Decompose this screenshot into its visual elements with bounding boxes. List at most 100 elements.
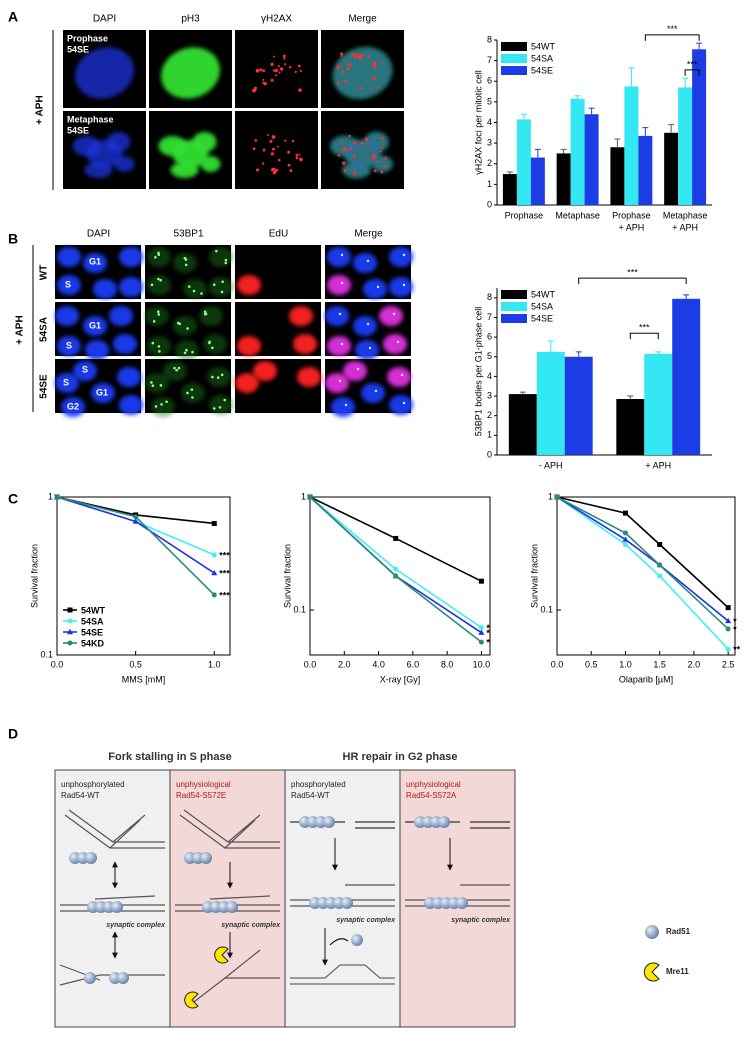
foci bbox=[185, 348, 188, 352]
legend-marker bbox=[67, 607, 73, 613]
foci bbox=[259, 68, 263, 72]
error-bar bbox=[696, 42, 703, 50]
foci bbox=[344, 403, 348, 407]
plot-frame bbox=[556, 496, 736, 656]
x-tick-label: - APH bbox=[539, 460, 563, 470]
column-label: phosphorylated bbox=[291, 780, 346, 789]
y-tick-label: 6 bbox=[487, 76, 492, 86]
nucleus bbox=[383, 334, 407, 354]
foci bbox=[341, 70, 345, 74]
foci bbox=[374, 389, 378, 393]
foci bbox=[340, 54, 343, 57]
foci bbox=[212, 283, 216, 287]
foci bbox=[269, 139, 273, 143]
nucleus bbox=[387, 367, 411, 387]
series-line bbox=[309, 496, 482, 634]
cell-label: S bbox=[66, 340, 72, 350]
x-tick-label: 0.5 bbox=[585, 659, 598, 669]
foci bbox=[336, 65, 340, 69]
legend-label: 54KD bbox=[81, 638, 105, 648]
foci bbox=[379, 150, 382, 153]
error-bar bbox=[534, 148, 541, 158]
foci bbox=[336, 81, 340, 85]
point bbox=[54, 494, 60, 500]
error-bar bbox=[614, 138, 621, 148]
bar bbox=[516, 119, 531, 205]
nucleus bbox=[331, 397, 355, 417]
significance-bracket bbox=[644, 34, 700, 41]
y-tick-label: 4 bbox=[487, 117, 492, 127]
nucleus bbox=[85, 340, 109, 360]
point bbox=[211, 520, 217, 526]
x-tick-label: 2.0 bbox=[688, 659, 701, 669]
y-tick-label: 1 bbox=[548, 491, 553, 501]
point bbox=[307, 494, 313, 500]
significance-label: * bbox=[486, 628, 490, 638]
foci bbox=[270, 62, 274, 67]
foci bbox=[381, 136, 384, 140]
error-bar bbox=[560, 148, 567, 154]
foci bbox=[377, 85, 381, 88]
foci bbox=[353, 54, 358, 58]
point bbox=[622, 530, 628, 536]
chromosomes bbox=[200, 156, 221, 172]
foci bbox=[177, 366, 181, 370]
row-label: 54SE bbox=[67, 125, 89, 135]
point bbox=[725, 646, 731, 652]
chromosomes bbox=[170, 162, 199, 178]
nucleus bbox=[209, 277, 233, 297]
foci bbox=[190, 388, 194, 391]
point bbox=[725, 617, 732, 624]
plot-frame bbox=[56, 496, 231, 656]
x-tick-label: 0.0 bbox=[51, 659, 64, 669]
rad51 bbox=[438, 816, 450, 828]
series-line bbox=[309, 496, 482, 629]
foci bbox=[203, 310, 207, 314]
foci bbox=[150, 283, 154, 287]
legend-label: 54SE bbox=[531, 313, 553, 323]
point bbox=[478, 639, 484, 645]
x-axis-label: MMS [mM] bbox=[122, 674, 166, 684]
row-label: Metaphase bbox=[67, 114, 114, 124]
x-tick-label: 1.0 bbox=[208, 659, 221, 669]
legend-label: 54WT bbox=[531, 289, 556, 299]
point bbox=[393, 566, 399, 572]
nucleus bbox=[57, 336, 81, 356]
nucleus bbox=[93, 279, 117, 299]
foci bbox=[284, 63, 287, 66]
foci bbox=[191, 350, 194, 354]
foci bbox=[154, 255, 157, 259]
foci bbox=[220, 373, 224, 377]
foci bbox=[283, 57, 286, 60]
nucleus bbox=[119, 395, 143, 415]
foci bbox=[204, 312, 208, 316]
y-tick-label: 7 bbox=[487, 312, 492, 322]
legend-label: 54SE bbox=[81, 627, 103, 637]
foci bbox=[272, 170, 277, 175]
foci bbox=[402, 283, 406, 287]
legend-label: Rad51 bbox=[666, 927, 691, 936]
foci bbox=[356, 367, 360, 371]
significance-bracket bbox=[684, 69, 700, 76]
foci bbox=[371, 155, 376, 160]
nucleus bbox=[173, 253, 197, 273]
dna-strand bbox=[329, 938, 349, 946]
error-bar bbox=[668, 124, 675, 133]
y-tick-label: 8 bbox=[487, 292, 492, 302]
foci bbox=[373, 153, 377, 157]
significance-label: *** bbox=[687, 59, 698, 69]
y-tick-label: 8 bbox=[487, 34, 492, 44]
nucleus bbox=[83, 253, 107, 273]
nucleus bbox=[355, 340, 379, 360]
foci bbox=[366, 322, 370, 326]
foci bbox=[216, 376, 220, 379]
panel-label: C bbox=[8, 491, 18, 507]
nucleus bbox=[109, 306, 133, 326]
row-label: 54SE bbox=[67, 44, 89, 54]
foci bbox=[186, 391, 189, 395]
x-tick-label: 0.5 bbox=[129, 659, 142, 669]
micrograph bbox=[235, 111, 318, 189]
legend-swatch bbox=[501, 290, 527, 299]
foci bbox=[215, 249, 218, 253]
rad51 bbox=[111, 901, 123, 913]
